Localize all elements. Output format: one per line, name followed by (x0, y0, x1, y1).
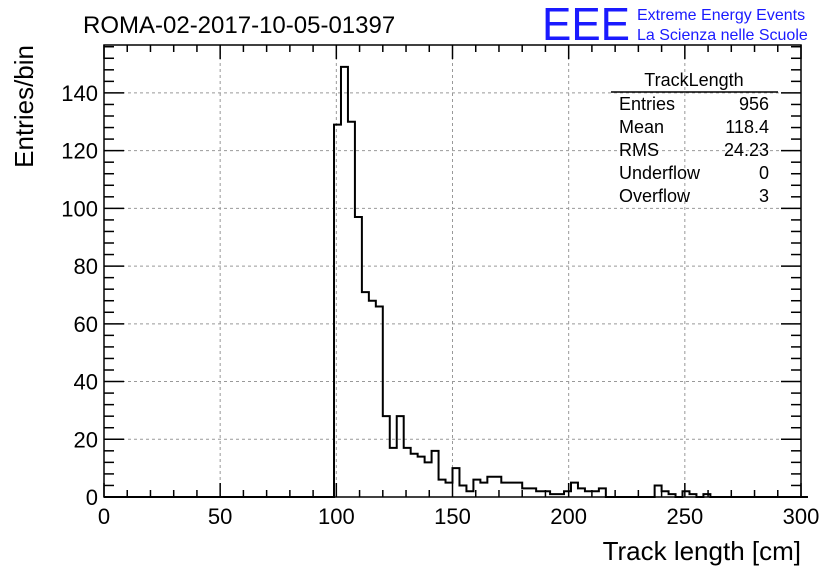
histogram-bin (446, 483, 453, 497)
histogram-bin (439, 480, 446, 497)
histogram-outline (104, 65, 808, 498)
logo-line2: La Scienza nelle Scuole (637, 27, 808, 44)
histogram-bin (473, 480, 480, 497)
histogram-bin (348, 122, 355, 497)
y-tick-label: 120 (61, 139, 98, 164)
x-tick-label: 50 (208, 504, 232, 529)
histogram-bin (494, 477, 501, 497)
histogram-bin (404, 448, 411, 497)
histogram-bin (480, 483, 487, 497)
histogram-bin (390, 448, 397, 497)
x-tick-label: 300 (783, 504, 820, 529)
x-tick-labels: 0 50 100 150 200 250 300 (98, 504, 819, 529)
x-tick-label: 250 (666, 504, 703, 529)
stats-value: 0 (759, 163, 769, 183)
histogram-bin (411, 454, 418, 497)
histogram-bin (341, 67, 348, 497)
histogram-bin (459, 485, 466, 497)
y-tick-label: 100 (61, 196, 98, 221)
stats-value: 118.4 (725, 117, 769, 137)
y-tick-label: 80 (74, 254, 98, 279)
histogram-bin (362, 292, 369, 497)
histogram-bin (508, 483, 515, 497)
y-tick-label: 140 (61, 81, 98, 106)
stats-value: 3 (759, 186, 769, 206)
y-axis-label: Entries/bin (9, 45, 39, 168)
histogram-bin (501, 483, 508, 497)
histogram-bin (571, 483, 578, 497)
stats-value: 24.23 (724, 140, 769, 160)
eee-logo-mark: EEE (542, 0, 630, 50)
histogram-bin (487, 477, 494, 497)
eee-logo: EEE Extreme Energy Events La Scienza nel… (542, 0, 808, 50)
histogram-bin (432, 451, 439, 497)
histogram-bin (376, 307, 383, 497)
y-tick-label: 20 (74, 427, 98, 452)
logo-line1: Extreme Energy Events (637, 7, 805, 24)
histogram-bin (529, 488, 536, 497)
stats-value: 956 (739, 94, 769, 114)
y-tick-labels: 0 20 40 60 80 100 120 140 (61, 81, 98, 510)
x-tick-label: 0 (98, 504, 110, 529)
stats-title: TrackLength (644, 70, 743, 90)
stats-label: Mean (619, 117, 664, 137)
histogram-bin (334, 125, 341, 497)
y-tick-label: 0 (86, 485, 98, 510)
histogram-bin (578, 488, 585, 497)
x-tick-label: 200 (550, 504, 587, 529)
histogram-bin (655, 485, 662, 497)
x-axis-label: Track length [cm] (603, 536, 801, 566)
x-tick-label: 150 (434, 504, 471, 529)
x-tick-label: 100 (318, 504, 355, 529)
histogram-bin (383, 416, 390, 497)
histogram-bin (397, 416, 404, 497)
histogram-bin (355, 217, 362, 497)
grid-lines (104, 45, 801, 497)
histogram-bin (599, 488, 606, 497)
stats-label: RMS (619, 140, 659, 160)
axis-ticks (103, 45, 802, 498)
histogram-bin (369, 301, 376, 497)
stats-label: Entries (619, 94, 675, 114)
stats-label: Underflow (619, 163, 701, 183)
stats-box: TrackLength Entries 956 Mean 118.4 RMS 24.23 U… (611, 70, 778, 206)
histogram-bin (522, 488, 529, 497)
y-tick-label: 60 (74, 312, 98, 337)
stats-label: Overflow (619, 186, 691, 206)
chart-title: ROMA-02-2017-10-05-01397 (83, 12, 395, 39)
histogram-bin (425, 462, 432, 497)
histogram-bin (453, 468, 460, 497)
y-tick-label: 40 (74, 370, 98, 395)
histogram-bin (515, 483, 522, 497)
histogram-bin (418, 457, 425, 497)
